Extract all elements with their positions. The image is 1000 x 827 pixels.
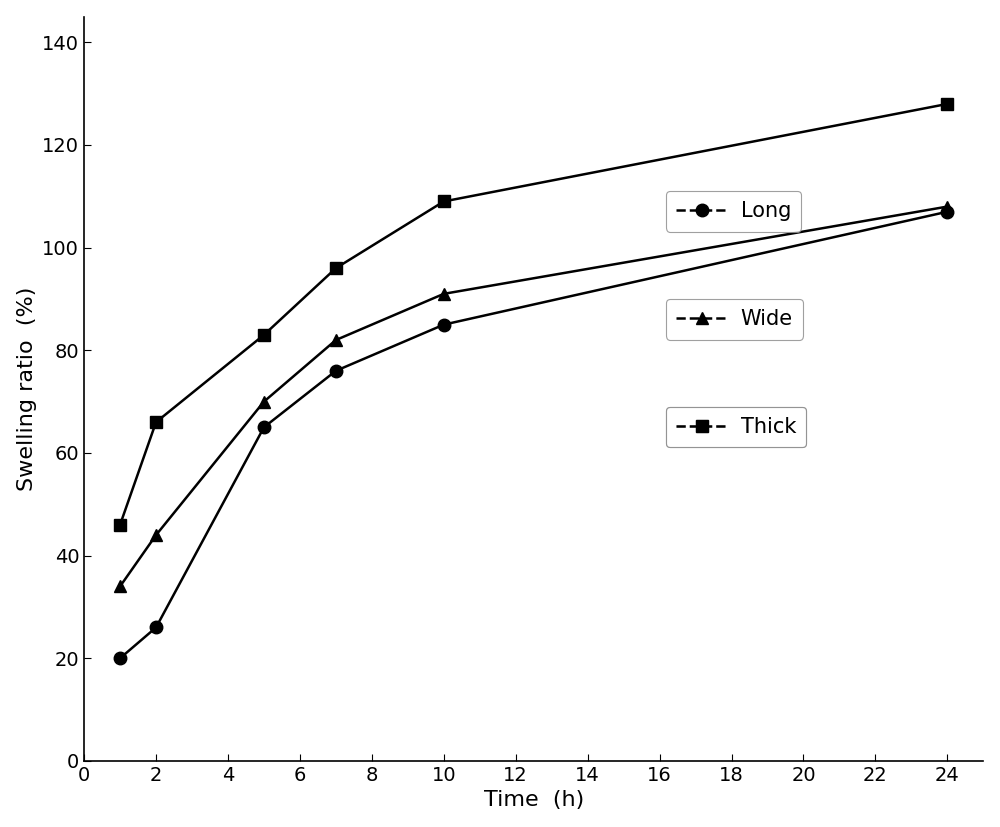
Y-axis label: Swelling ratio  (%): Swelling ratio (%) (17, 287, 37, 491)
X-axis label: Time  (h): Time (h) (484, 791, 584, 810)
Legend: Thick: Thick (666, 407, 806, 447)
